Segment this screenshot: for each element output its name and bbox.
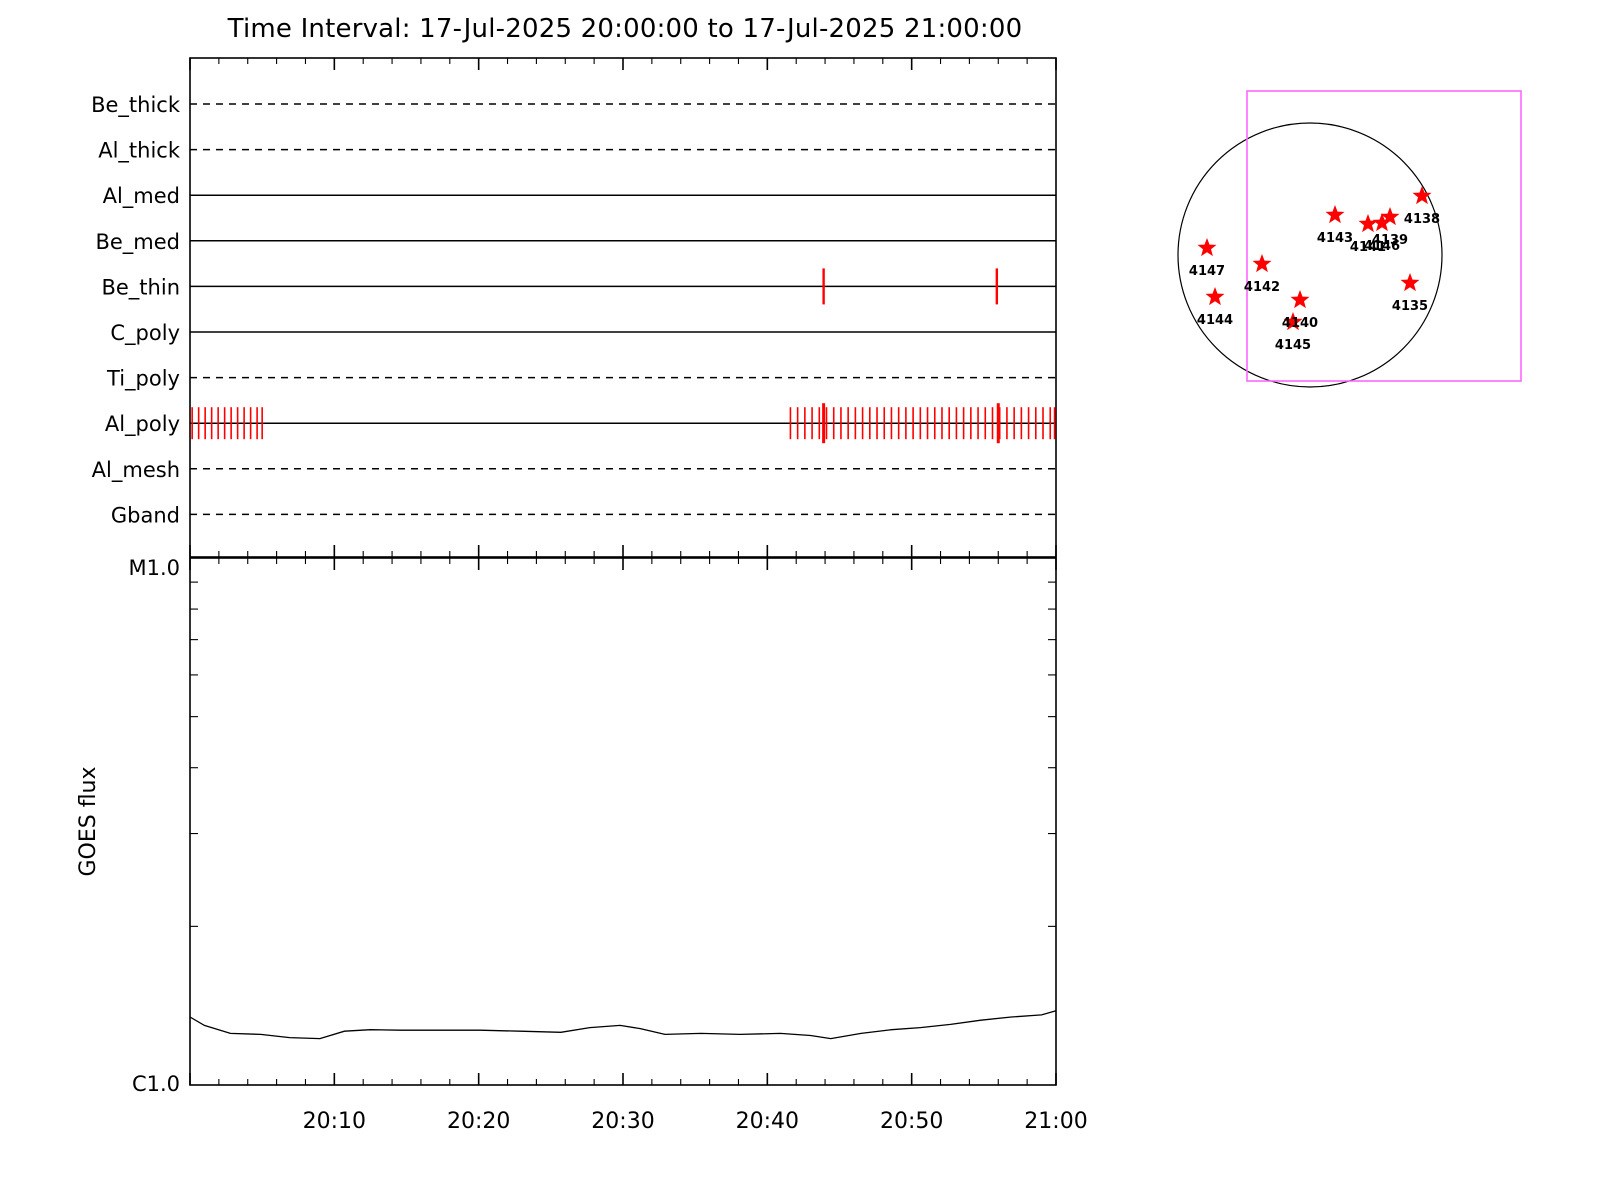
timeline-row-Al_med: Al_med: [103, 184, 1056, 209]
active-region-star-4145: [1283, 312, 1303, 331]
active-region-label: 4142: [1244, 280, 1280, 295]
goes-flux-curve: [189, 1010, 1057, 1040]
timeline-frame: [189, 57, 1057, 558]
time-tick-label: 20:30: [591, 1109, 654, 1134]
timeline-row-C_poly: C_poly: [110, 321, 1056, 346]
time-tick-label: 21:00: [1024, 1109, 1087, 1134]
filter-row-label: Be_thin: [101, 275, 180, 300]
time-tick-label: 20:50: [880, 1109, 943, 1134]
filter-row-label: Gband: [111, 503, 180, 527]
goes-frame: [189, 557, 1057, 1086]
active-region-star-4146: [1372, 213, 1392, 232]
filter-row-label: Al_poly: [105, 412, 180, 437]
goes-panel: M1.0 C1.0 GOES flux 20:10 20:20 20:30 20:40 20:…: [76, 556, 1088, 1134]
active-region-label: 4140: [1282, 316, 1318, 331]
active-region-star-4143: [1325, 205, 1345, 224]
filter-row-label: Ti_poly: [106, 367, 180, 392]
active-region-star-4141: [1358, 214, 1378, 233]
active-region-star-4142: [1252, 254, 1272, 273]
filter-row-label: Be_thick: [91, 93, 181, 118]
active-region-star-4135: [1400, 273, 1420, 292]
time-tick-label: 20:10: [303, 1109, 366, 1134]
goes-ytick-bottom: C1.0: [132, 1072, 180, 1096]
filter-row-label: Al_mesh: [92, 458, 180, 483]
fov-box: [1246, 90, 1522, 382]
active-region-label: 4135: [1392, 299, 1428, 314]
active-region-label: 4143: [1317, 231, 1353, 246]
filter-row-label: Al_med: [103, 184, 180, 209]
timeline-panel: Be_thick Al_thick Al_med Be_med Be_thin C_pol…: [91, 57, 1057, 558]
timeline-row-Al_mesh: Al_mesh: [92, 458, 1056, 483]
goes-ytick-top: M1.0: [128, 556, 180, 580]
filter-row-label: Be_med: [95, 230, 180, 255]
active-region-star-4140: [1290, 290, 1310, 309]
active-region-label: 4146: [1364, 239, 1400, 254]
filter-row-label: C_poly: [110, 321, 180, 346]
timeline-row-Gband: Gband: [111, 503, 1056, 527]
active-region-label: 4144: [1197, 313, 1233, 328]
timeline-row-Be_med: Be_med: [95, 230, 1056, 255]
active-region-label: 4145: [1275, 338, 1311, 353]
time-tick-label: 20:20: [447, 1109, 510, 1134]
active-region-star-4144: [1205, 287, 1225, 306]
active-region-label: 4139: [1372, 233, 1408, 248]
timeline-row-Be_thin: Be_thin: [101, 268, 1056, 305]
solar-disk-outline: [1177, 122, 1443, 388]
filter-row-label: Al_thick: [98, 139, 181, 164]
timeline-row-Al_thick: Al_thick: [98, 139, 1056, 164]
active-region-label: 4138: [1404, 212, 1440, 227]
active-region-star-4147: [1197, 238, 1217, 257]
active-region-star-4138: [1412, 186, 1432, 205]
timeline-row-Al_poly: Al_poly: [105, 403, 1056, 444]
goes-ylabel: GOES flux: [76, 766, 101, 876]
timeline-row-Be_thick: Be_thick: [91, 93, 1056, 118]
chart-title: Time Interval: 17-Jul-2025 20:00:00 to 1…: [227, 14, 1023, 44]
active-region-label: 4141: [1350, 240, 1386, 255]
active-region-label: 4147: [1189, 264, 1225, 279]
timeline-row-Ti_poly: Ti_poly: [106, 367, 1056, 392]
active-region-star-4139: [1380, 207, 1400, 226]
time-tick-label: 20:40: [736, 1109, 799, 1134]
